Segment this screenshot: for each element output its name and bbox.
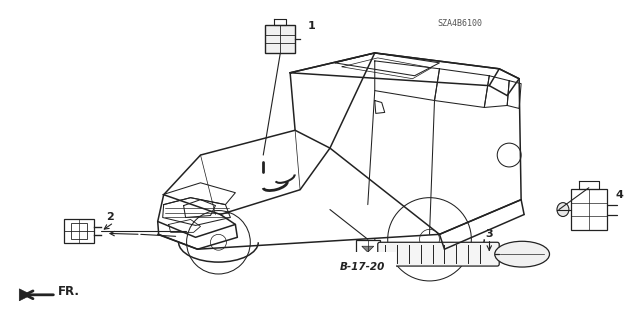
Text: B-17-20: B-17-20 [340,262,385,272]
FancyBboxPatch shape [64,219,94,243]
Polygon shape [19,289,31,301]
Ellipse shape [495,241,550,267]
Text: 1: 1 [308,21,316,31]
Text: 2: 2 [106,212,114,222]
FancyBboxPatch shape [265,25,295,53]
Ellipse shape [557,203,569,217]
FancyBboxPatch shape [356,240,380,268]
Polygon shape [362,246,374,252]
Text: SZA4B6100: SZA4B6100 [438,19,483,28]
FancyBboxPatch shape [571,189,607,230]
FancyBboxPatch shape [378,242,499,266]
Text: 4: 4 [616,190,623,200]
Text: 3: 3 [486,229,493,239]
Text: FR.: FR. [58,285,80,298]
